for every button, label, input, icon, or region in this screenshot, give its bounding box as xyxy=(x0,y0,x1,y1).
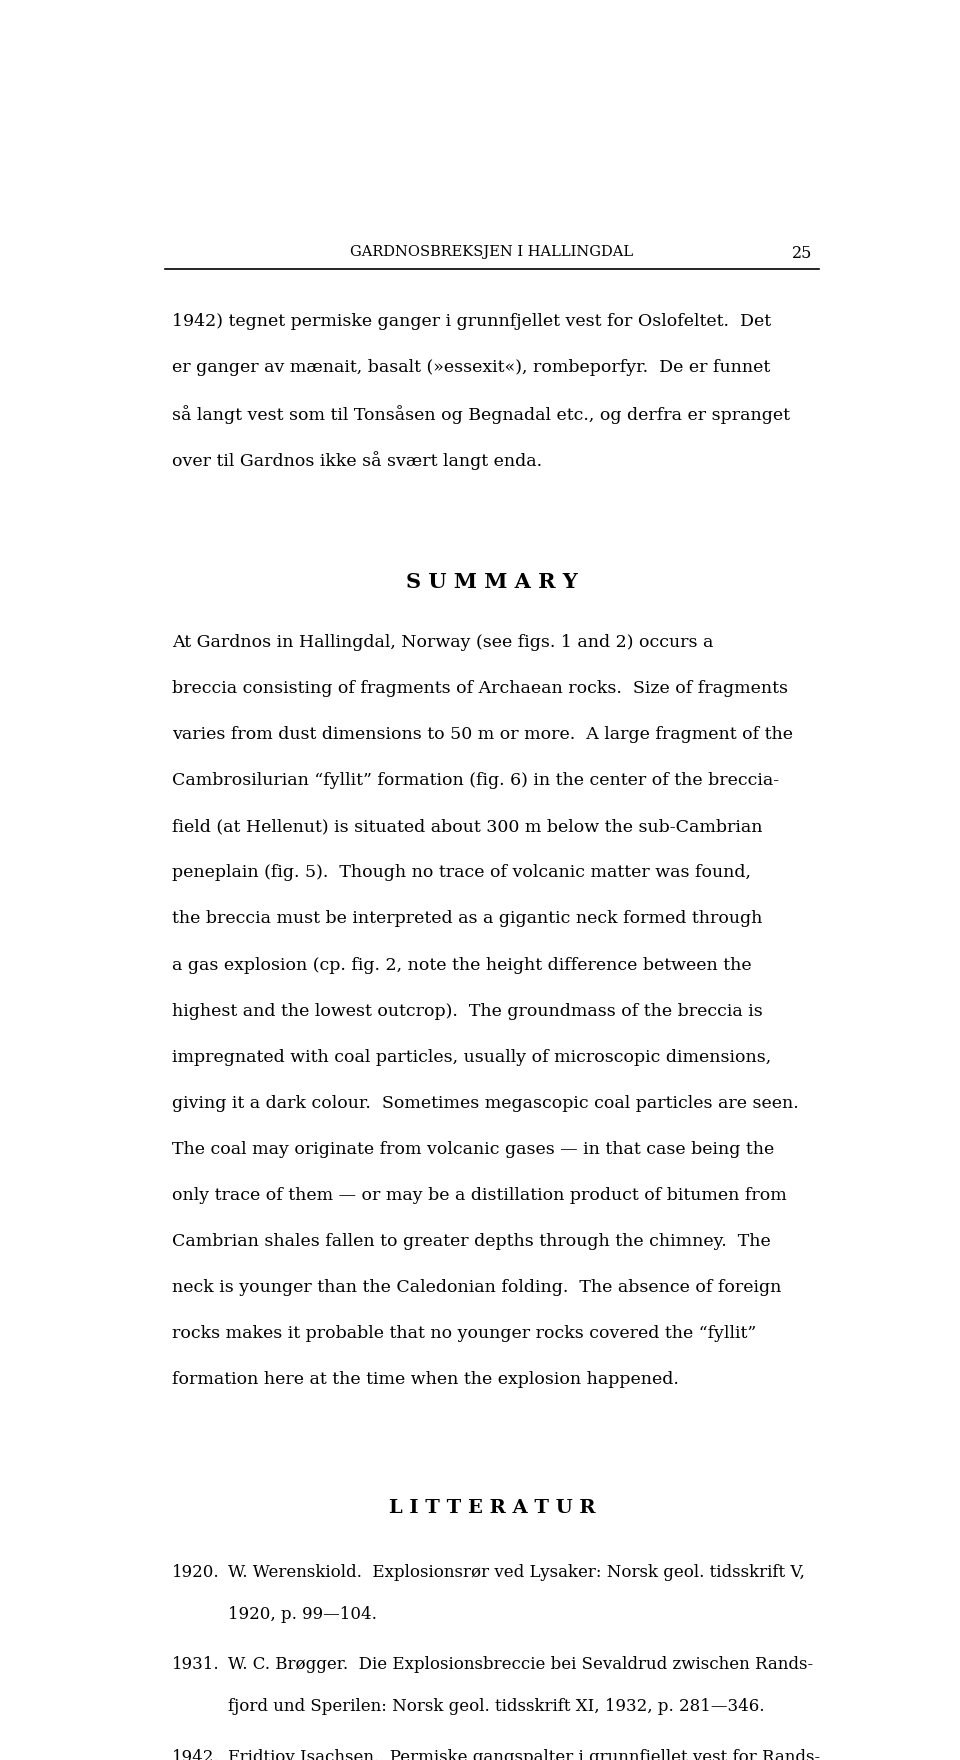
Text: så langt vest som til Tonsåsen og Begnadal etc., og derfra er spranget: så langt vest som til Tonsåsen og Begnad… xyxy=(172,405,790,424)
Text: 1942) tegnet permiske ganger i grunnfjellet vest for Oslofeltet.  Det: 1942) tegnet permiske ganger i grunnfjel… xyxy=(172,313,771,329)
Text: 1920.: 1920. xyxy=(172,1563,220,1580)
Text: peneplain (fig. 5).  Though no trace of volcanic matter was found,: peneplain (fig. 5). Though no trace of v… xyxy=(172,864,751,882)
Text: 1942.: 1942. xyxy=(172,1748,220,1760)
Text: The coal may originate from volcanic gases — in that case being the: The coal may originate from volcanic gas… xyxy=(172,1140,775,1158)
Text: formation here at the time when the explosion happened.: formation here at the time when the expl… xyxy=(172,1371,679,1389)
Text: only trace of them — or may be a distillation product of bitumen from: only trace of them — or may be a distill… xyxy=(172,1186,787,1204)
Text: At Gardnos in Hallingdal, Norway (see figs. 1 and 2) occurs a: At Gardnos in Hallingdal, Norway (see fi… xyxy=(172,634,713,651)
Text: 1920, p. 99—104.: 1920, p. 99—104. xyxy=(228,1605,376,1623)
Text: varies from dust dimensions to 50 m or more.  A large fragment of the: varies from dust dimensions to 50 m or m… xyxy=(172,727,793,743)
Text: highest and the lowest outcrop).  The groundmass of the breccia is: highest and the lowest outcrop). The gro… xyxy=(172,1003,763,1019)
Text: 1931.: 1931. xyxy=(172,1656,220,1674)
Text: fjord und Sperilen: Norsk geol. tidsskrift XI, 1932, p. 281—346.: fjord und Sperilen: Norsk geol. tidsskri… xyxy=(228,1698,764,1716)
Text: breccia consisting of fragments of Archaean rocks.  Size of fragments: breccia consisting of fragments of Archa… xyxy=(172,679,788,697)
Text: impregnated with coal particles, usually of microscopic dimensions,: impregnated with coal particles, usually… xyxy=(172,1049,771,1067)
Text: S U M M A R Y: S U M M A R Y xyxy=(406,572,578,591)
Text: er ganger av mænait, basalt (»essexit«), rombeporfyr.  De er funnet: er ganger av mænait, basalt (»essexit«),… xyxy=(172,359,770,377)
Text: a gas explosion (cp. fig. 2, note the height difference between the: a gas explosion (cp. fig. 2, note the he… xyxy=(172,957,752,973)
Text: the breccia must be interpreted as a gigantic neck formed through: the breccia must be interpreted as a gig… xyxy=(172,910,762,928)
Text: Cambrian shales fallen to greater depths through the chimney.  The: Cambrian shales fallen to greater depths… xyxy=(172,1234,771,1250)
Text: field (at Hellenut) is situated about 300 m below the sub-Cambrian: field (at Hellenut) is situated about 30… xyxy=(172,818,762,836)
Text: L I T T E R A T U R: L I T T E R A T U R xyxy=(389,1500,595,1517)
Text: Fridtjov Isachsen.  Permiske gangspalter i grunnfjellet vest for Rands-: Fridtjov Isachsen. Permiske gangspalter … xyxy=(228,1748,820,1760)
Text: W. Werenskiold.  Explosionsrør ved Lysaker: Norsk geol. tidsskrift V,: W. Werenskiold. Explosionsrør ved Lysake… xyxy=(228,1563,804,1580)
Text: rocks makes it probable that no younger rocks covered the “fyllit”: rocks makes it probable that no younger … xyxy=(172,1325,756,1343)
Text: W. C. Brøgger.  Die Explosionsbreccie bei Sevaldrud zwischen Rands-: W. C. Brøgger. Die Explosionsbreccie bei… xyxy=(228,1656,813,1674)
Text: 25: 25 xyxy=(792,245,812,262)
Text: Cambrosilurian “fyllit” formation (fig. 6) in the center of the breccia-: Cambrosilurian “fyllit” formation (fig. … xyxy=(172,773,780,788)
Text: giving it a dark colour.  Sometimes megascopic coal particles are seen.: giving it a dark colour. Sometimes megas… xyxy=(172,1095,799,1112)
Text: neck is younger than the Caledonian folding.  The absence of foreign: neck is younger than the Caledonian fold… xyxy=(172,1280,781,1295)
Text: GARDNOSBREKSJEN I HALLINGDAL: GARDNOSBREKSJEN I HALLINGDAL xyxy=(350,245,634,259)
Text: over til Gardnos ikke så svært langt enda.: over til Gardnos ikke så svært langt end… xyxy=(172,451,542,470)
